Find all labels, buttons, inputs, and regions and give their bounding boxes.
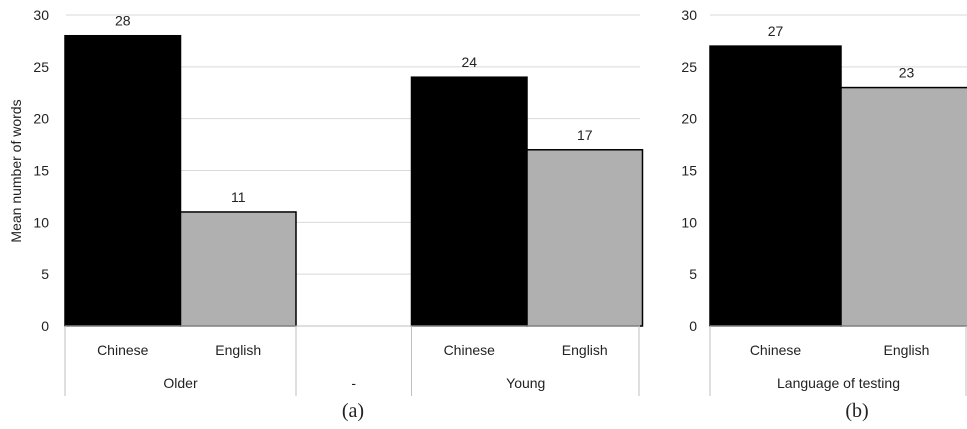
data-label: 11 <box>231 189 246 205</box>
y-tick-label: 25 <box>33 59 49 75</box>
y-tick-label: 25 <box>681 59 697 75</box>
data-label: 28 <box>115 13 131 29</box>
y-axis-title: Mean number of words <box>8 99 24 242</box>
y-tick-label: 5 <box>689 266 697 282</box>
data-label: 27 <box>768 23 784 39</box>
bar-young-chinese <box>410 76 528 327</box>
x-category-label: Chinese <box>444 342 496 358</box>
y-tick-label: 10 <box>33 214 49 230</box>
bar-older-english <box>179 211 297 327</box>
y-tick-label: 10 <box>681 214 697 230</box>
bar-languageoftesting-english <box>840 86 967 327</box>
x-group-label: Older <box>163 375 198 391</box>
x-category-label: English <box>562 342 608 358</box>
x-category-label: Chinese <box>750 342 802 358</box>
bar-languageoftesting-chinese <box>709 45 842 327</box>
x-group-label: - <box>351 375 356 391</box>
y-tick-label: 20 <box>33 111 49 127</box>
y-tick-label: 15 <box>33 163 49 179</box>
x-category-label: English <box>884 342 930 358</box>
data-label: 24 <box>461 54 477 70</box>
data-label: 17 <box>577 127 593 143</box>
chart-panel-a: 0 5 10 15 20 25 30 28 Chinese 11 English 24 Chinese 1… <box>33 7 644 396</box>
x-category-label: Chinese <box>97 342 149 358</box>
data-label: 23 <box>899 65 915 81</box>
y-tick-label: 20 <box>681 111 697 127</box>
x-category-label: English <box>215 342 261 358</box>
x-group-label: Language of testing <box>777 375 900 391</box>
y-tick-label: 5 <box>41 266 49 282</box>
y-tick-label: 15 <box>681 163 697 179</box>
chart-panel-b: 0 5 10 15 20 25 30 27 Chinese 23 English Language o… <box>681 7 967 396</box>
bar-older-chinese <box>64 34 182 327</box>
panel-label-b: (b) <box>845 400 868 422</box>
y-tick-label: 30 <box>33 7 49 23</box>
y-tick-label: 0 <box>41 318 49 334</box>
y-tick-label: 30 <box>681 7 697 23</box>
panel-label-a: (a) <box>342 400 364 422</box>
y-tick-label: 0 <box>689 318 697 334</box>
bar-young-english <box>526 149 644 327</box>
x-group-label: Young <box>506 375 545 391</box>
